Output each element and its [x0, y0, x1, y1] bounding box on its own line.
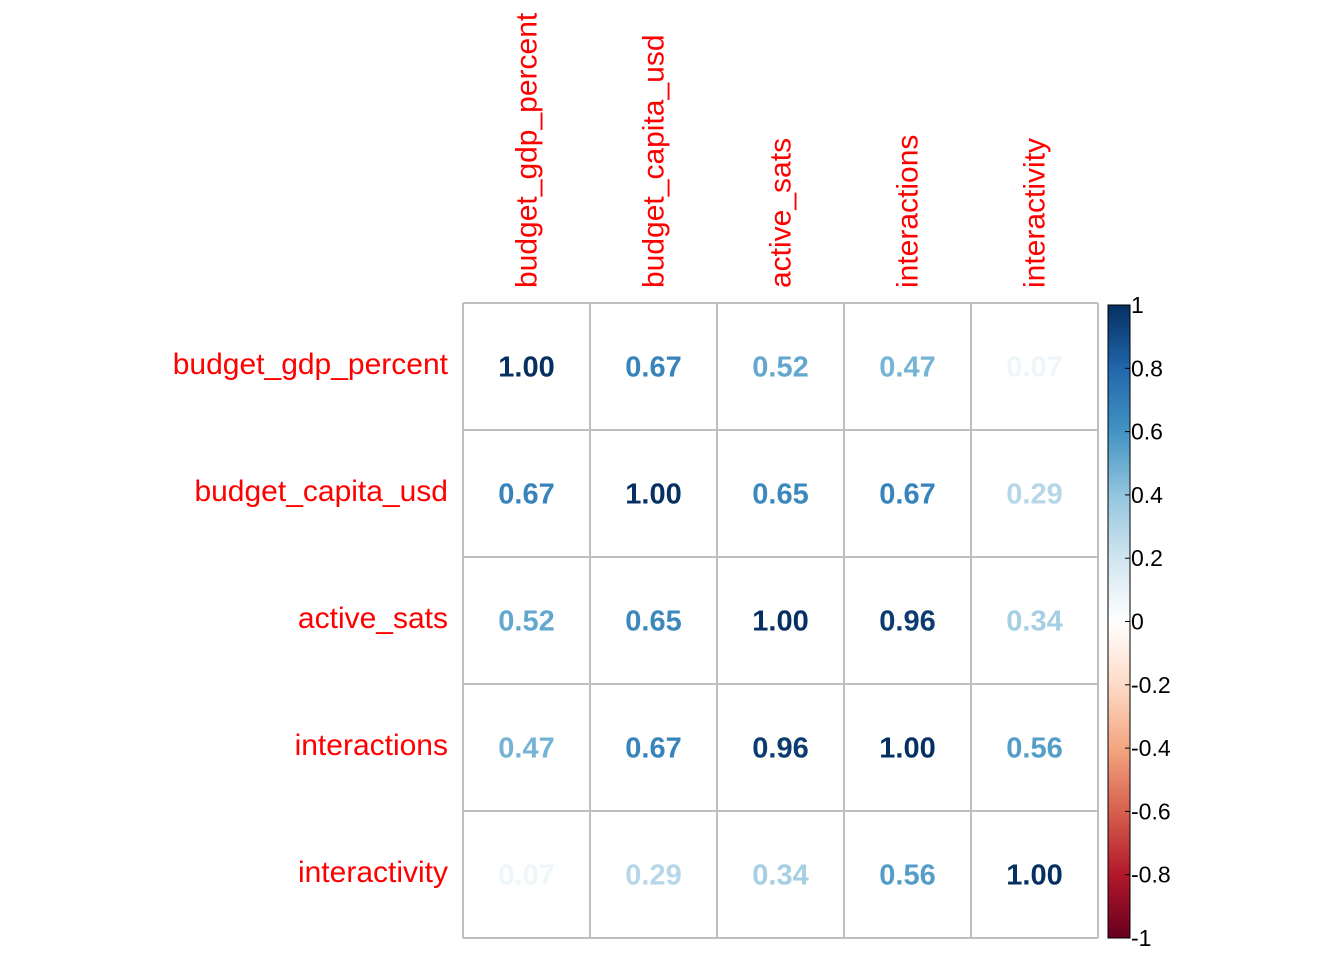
- cell-value: 0.34: [1006, 606, 1062, 638]
- column-labels: budget_gdp_percent budget_capita_usd activ…: [511, 12, 1052, 288]
- cell-value: 0.52: [752, 352, 808, 384]
- cell-value: 0.52: [498, 606, 554, 638]
- colorbar-tick-label: 1: [1131, 292, 1144, 318]
- cell-value: 0.65: [752, 479, 808, 511]
- row-label: interactivity: [298, 856, 448, 889]
- colorbar-gradient: [1108, 305, 1130, 938]
- grid-lines: [462, 302, 1099, 939]
- cell-value: 0.67: [625, 352, 681, 384]
- cell-value: 0.67: [625, 733, 681, 765]
- row-labels: budget_gdp_percent budget_capita_usdactiv…: [173, 348, 449, 889]
- colorbar-legend: 1 0.8 0.6 0.4 0.2 0 -0.2 -0.4 -0.6 -0.8 -1: [1107, 292, 1171, 951]
- cell-value: 1.00: [879, 733, 935, 765]
- cell-value: 0.56: [879, 860, 935, 892]
- cell-value: 0.56: [1006, 733, 1062, 765]
- colorbar-tick-label: 0.8: [1131, 355, 1163, 381]
- colorbar-tick-label: -0.8: [1131, 862, 1171, 888]
- cell-value: 0.47: [498, 733, 554, 765]
- colorbar-tick-label: 0.2: [1131, 545, 1163, 571]
- cell-value: 0.47: [879, 352, 935, 384]
- cell-value: 1.00: [1006, 860, 1062, 892]
- cell-value: 0.96: [879, 606, 935, 638]
- cell-value: 0.67: [498, 479, 554, 511]
- cell-value: 0.07: [498, 860, 554, 892]
- colorbar-tick-label: -0.4: [1131, 735, 1171, 761]
- row-label: budget_capita_usd: [194, 475, 448, 508]
- row-label: budget_gdp_percent: [173, 348, 449, 381]
- cell-values: 1.00 0.67 0.52 0.47 0.07 0.67 1.00 0.65 0.67 0.29…: [498, 352, 1062, 892]
- row-label: active_sats: [298, 602, 448, 635]
- cell-value: 0.34: [752, 860, 808, 892]
- column-label: interactivity: [1019, 138, 1052, 288]
- cell-value: 0.29: [625, 860, 681, 892]
- colorbar-tick-label: 0.4: [1131, 482, 1163, 508]
- colorbar-tick-label: -1: [1131, 925, 1151, 951]
- cell-value: 1.00: [625, 479, 681, 511]
- row-label: interactions: [295, 729, 448, 762]
- colorbar-tick-label: -0.2: [1131, 672, 1171, 698]
- cell-value: 1.00: [498, 352, 554, 384]
- cell-value: 0.07: [1006, 352, 1062, 384]
- cell-value: 0.96: [752, 733, 808, 765]
- column-label: budget_capita_usd: [638, 34, 671, 288]
- column-label: interactions: [892, 135, 925, 288]
- cell-value: 1.00: [752, 606, 808, 638]
- colorbar-tick-label: 0: [1131, 609, 1144, 635]
- colorbar-tick-label: 0.6: [1131, 419, 1163, 445]
- column-label: active_sats: [765, 138, 798, 288]
- cell-value: 0.65: [625, 606, 681, 638]
- colorbar-tick-label: -0.6: [1131, 798, 1171, 824]
- cell-value: 0.67: [879, 479, 935, 511]
- column-label: budget_gdp_percent: [511, 12, 544, 288]
- cell-value: 0.29: [1006, 479, 1062, 511]
